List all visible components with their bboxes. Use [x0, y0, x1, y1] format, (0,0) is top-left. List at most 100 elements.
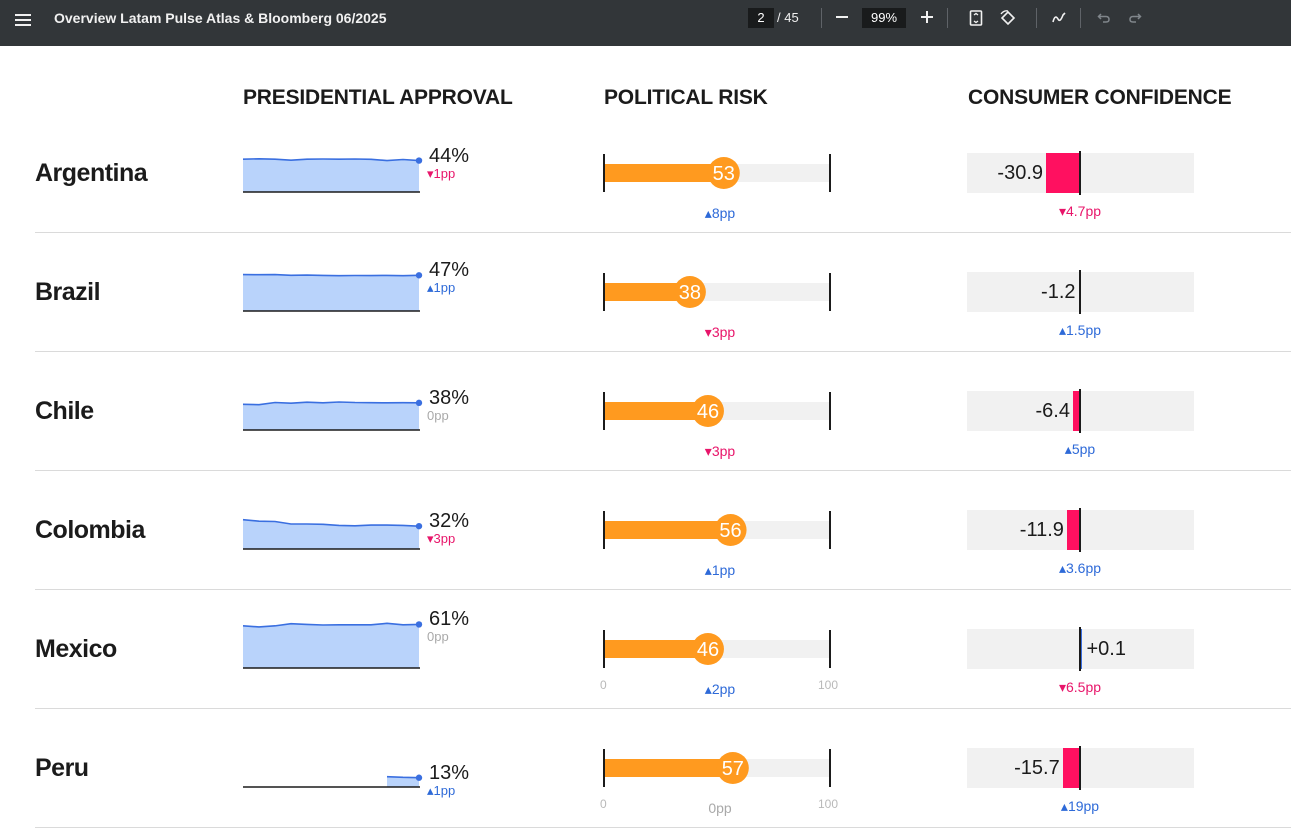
approval-last-point [415, 522, 423, 530]
fit-page-icon[interactable] [965, 7, 987, 29]
political-risk-bar: 46 [603, 630, 833, 690]
approval-delta-text: 0pp [427, 407, 449, 423]
approval-area [387, 776, 419, 787]
confidence-delta-text: 3.6pp [1065, 560, 1102, 576]
political-risk-bar: 56 [603, 511, 833, 571]
risk-gauge: 38 [603, 273, 831, 311]
risk-delta-text: 2pp [711, 681, 736, 697]
confidence-axis [1079, 389, 1081, 433]
delta-arrow-icon: ▴ [704, 205, 712, 221]
approval-last-point [415, 272, 423, 279]
table-row: Mexico 61% 0pp 46 ▴2pp 0 100 +0.1 ▾6.5pp [35, 590, 1291, 709]
delta-arrow-icon: ▾ [427, 531, 434, 547]
consumer-confidence-bar: +0.1 [967, 627, 1197, 674]
risk-delta-text: 1pp [711, 562, 736, 578]
political-risk-bar: 38 [603, 273, 833, 333]
risk-delta: ▾3pp [670, 324, 770, 341]
redo-icon[interactable] [1124, 7, 1146, 29]
approval-sparkline [242, 518, 423, 550]
approval-value: 13% [429, 761, 470, 784]
confidence-delta: ▴3.6pp [1030, 560, 1130, 577]
page-number-input[interactable]: 2 [748, 8, 774, 28]
rotate-icon[interactable] [997, 7, 1019, 29]
risk-delta: ▴1pp [670, 562, 770, 579]
risk-marker [716, 752, 749, 784]
consumer-confidence-bar: -30.9 [967, 151, 1197, 198]
country-name: Chile [35, 397, 94, 425]
approval-area [243, 274, 419, 311]
political-risk-bar: 46 [603, 392, 833, 452]
risk-gauge: 57 [603, 749, 831, 787]
risk-marker [691, 395, 724, 427]
confidence-value: +0.1 [1086, 638, 1126, 660]
zoom-in-icon[interactable] [916, 7, 938, 29]
risk-delta-text: 3pp [711, 443, 736, 459]
risk-value: 57 [722, 758, 744, 780]
table-row: Brazil 47% ▴1pp 38 ▾3pp -1.2 ▴1.5pp [35, 233, 1291, 352]
delta-arrow-icon: ▾ [704, 443, 712, 459]
risk-marker [714, 514, 747, 546]
approval-sparkline [242, 621, 423, 669]
toolbar-divider [1036, 8, 1037, 28]
consumer-confidence-bar: -1.2 [967, 270, 1197, 317]
confidence-value: -1.2 [1041, 281, 1076, 303]
approval-line [242, 518, 420, 527]
confidence-fill [1066, 510, 1080, 550]
confidence-fill [1046, 153, 1080, 193]
approval-area [243, 623, 419, 668]
delta-arrow-icon: ▾ [427, 165, 434, 181]
risk-value: 46 [697, 639, 719, 661]
zoom-out-icon[interactable] [831, 7, 853, 29]
confidence-value: -6.4 [1035, 400, 1070, 422]
confidence-fill [1072, 391, 1080, 431]
approval-value: 47% [429, 259, 470, 282]
undo-icon[interactable] [1093, 7, 1115, 29]
risk-delta: ▾3pp [670, 443, 770, 460]
delta-arrow-icon: ▾ [1058, 203, 1066, 219]
risk-fill [604, 402, 708, 420]
risk-scale-max: 100 [818, 797, 839, 811]
delta-arrow-icon: ▴ [1064, 441, 1072, 457]
risk-marker [673, 276, 706, 308]
document-title: Overview Latam Pulse Atlas & Bloomberg 0… [54, 10, 387, 26]
risk-value: 53 [713, 163, 735, 185]
approval-sparkline [242, 157, 423, 193]
menu-icon[interactable] [15, 14, 31, 28]
delta-arrow-icon: ▾ [704, 324, 712, 340]
risk-marker [707, 157, 740, 189]
annotate-icon[interactable] [1048, 7, 1070, 29]
pdf-toolbar: Overview Latam Pulse Atlas & Bloomberg 0… [0, 0, 1291, 46]
approval-sparkline [242, 399, 423, 431]
delta-arrow-icon: ▴ [704, 681, 712, 697]
confidence-axis [1079, 270, 1081, 314]
approval-last-point [415, 774, 423, 781]
confidence-axis [1079, 627, 1081, 671]
confidence-value: -15.7 [1014, 757, 1060, 779]
confidence-axis [1079, 508, 1081, 552]
confidence-delta-text: 1.5pp [1065, 322, 1102, 338]
risk-scale-max: 100 [818, 678, 839, 692]
confidence-delta: ▾4.7pp [1030, 203, 1130, 220]
confidence-axis [1079, 151, 1081, 195]
toolbar-divider [947, 8, 948, 28]
zoom-level-input[interactable]: 99% [862, 8, 906, 28]
risk-gauge: 53 [603, 154, 831, 192]
consumer-confidence-bar: -6.4 [967, 389, 1197, 436]
risk-delta: ▴2pp [670, 681, 770, 698]
page-total: / 45 [777, 10, 799, 25]
approval-delta-text: 1pp [433, 165, 456, 181]
risk-fill [604, 521, 731, 539]
risk-fill [604, 164, 724, 182]
risk-fill [604, 759, 733, 777]
approval-delta: ▾3pp [427, 531, 455, 547]
confidence-delta-text: 19pp [1067, 798, 1100, 814]
approval-area [243, 519, 419, 549]
approval-delta: ▴1pp [427, 783, 455, 799]
risk-delta-text: 0pp [708, 800, 732, 816]
confidence-delta: ▾6.5pp [1030, 679, 1130, 696]
consumer-confidence-bar: -15.7 [967, 746, 1197, 793]
delta-arrow-icon: ▾ [1058, 679, 1066, 695]
approval-delta: 0pp [427, 629, 449, 644]
approval-line [242, 401, 420, 406]
approval-last-point [415, 621, 423, 628]
